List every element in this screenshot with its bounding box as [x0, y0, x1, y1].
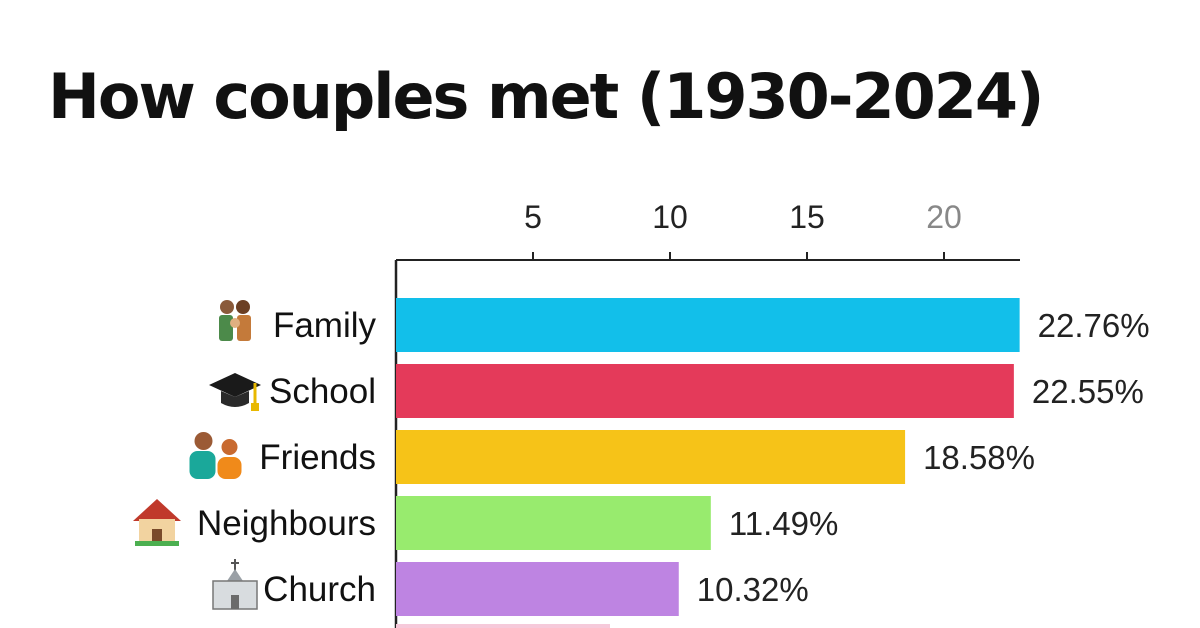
category-label: School — [269, 372, 376, 411]
bar-school — [396, 364, 1014, 418]
category-label: Neighbours — [197, 504, 376, 543]
bar-friends — [396, 430, 906, 484]
house-grass — [135, 541, 179, 546]
family-icon-body — [237, 315, 251, 341]
family-icon-child — [230, 318, 240, 328]
friend-body — [217, 457, 242, 479]
category-label: Family — [273, 306, 377, 345]
church-icon — [212, 559, 258, 610]
graduation-cap-icon — [209, 373, 261, 411]
friend-body — [189, 451, 216, 479]
church-spire — [227, 569, 243, 581]
x-tick-label: 5 — [524, 199, 542, 235]
house-door — [152, 529, 162, 543]
family-icon-head — [220, 300, 234, 314]
house-roof — [133, 499, 181, 521]
value-label: 22.55% — [1032, 373, 1144, 410]
friend-head — [221, 439, 238, 455]
family-icon-head — [236, 300, 250, 314]
value-label: 22.76% — [1038, 307, 1150, 344]
x-tick-label: 10 — [652, 199, 688, 235]
family-icon-body — [219, 315, 233, 341]
value-label: 10.32% — [697, 571, 809, 608]
cap-tassel-end — [251, 403, 259, 411]
family-icon — [219, 300, 251, 341]
bar-neighbours — [396, 496, 711, 550]
cap-board — [209, 373, 261, 397]
friends-icon — [189, 432, 242, 479]
church-door — [231, 595, 239, 609]
cap-base — [221, 391, 249, 407]
x-tick-label: 15 — [789, 199, 825, 235]
value-label: 18.58% — [923, 439, 1035, 476]
value-label: 11.49% — [729, 505, 838, 542]
category-label: Friends — [259, 438, 376, 477]
bar-church — [396, 562, 679, 616]
house-icon — [133, 499, 181, 546]
chart-title: How couples met (1930-2024) — [48, 60, 1044, 133]
category-label: Church — [263, 570, 376, 609]
next-bar-partial — [396, 624, 610, 628]
friend-head — [194, 432, 213, 450]
bar-family — [396, 298, 1020, 352]
x-tick-label: 20 — [926, 199, 962, 235]
